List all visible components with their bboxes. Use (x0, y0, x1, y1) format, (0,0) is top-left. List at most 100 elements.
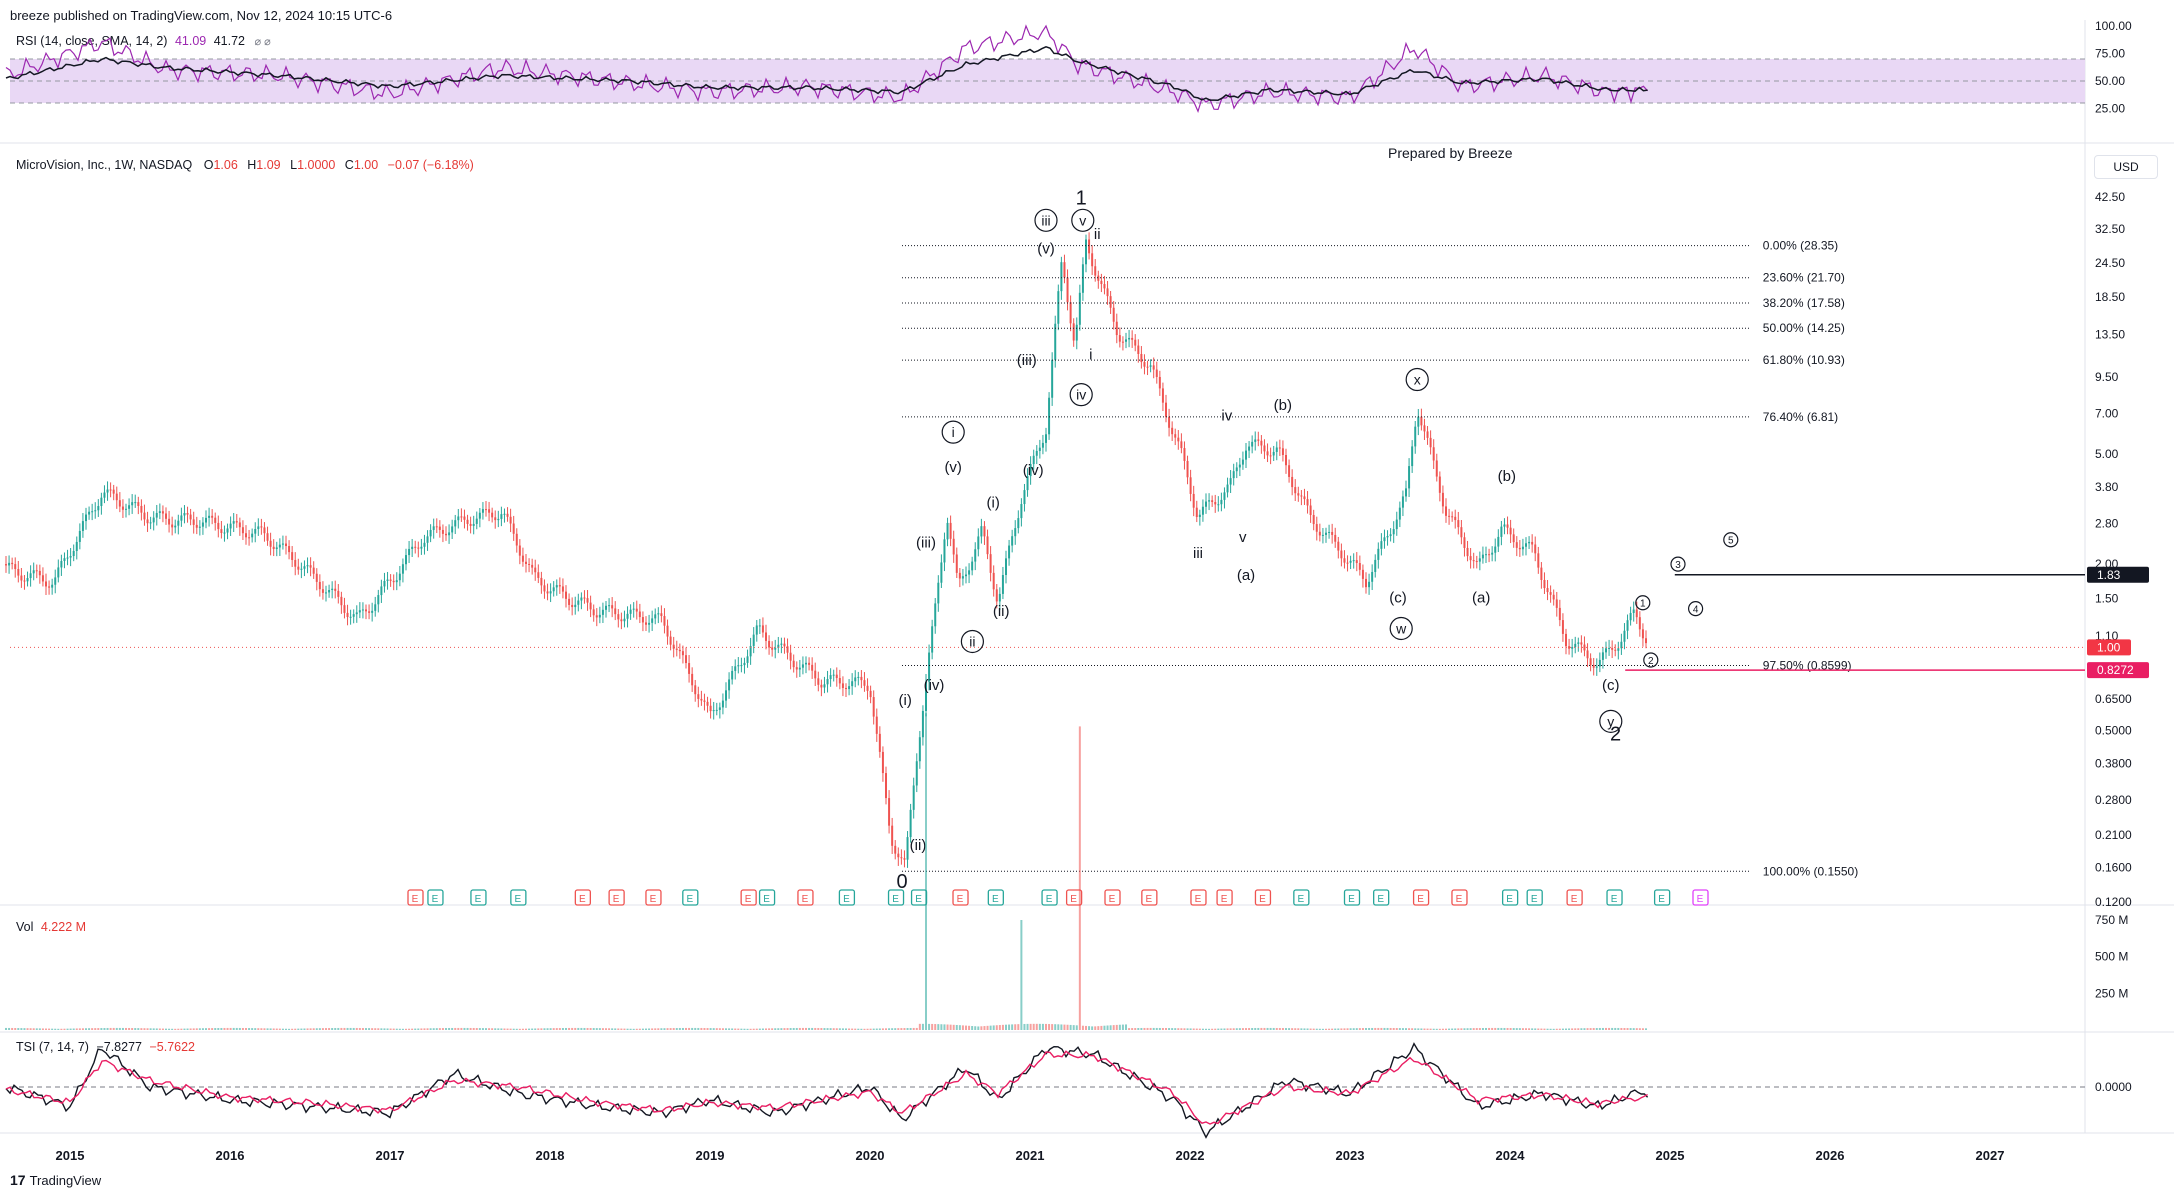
volume-bar (281, 1028, 284, 1030)
price-candle (1340, 550, 1343, 559)
price-candle (1245, 450, 1247, 460)
price-candle (272, 546, 275, 549)
volume-bar (561, 1028, 564, 1030)
price-candle (257, 526, 260, 530)
volume-bar (1475, 1028, 1478, 1030)
volume-bar (211, 1028, 214, 1030)
rsi-value: 41.09 (174, 34, 207, 48)
price-candle (1358, 563, 1361, 570)
volume-bar (1051, 1024, 1054, 1030)
price-candle (1128, 337, 1131, 340)
earnings-marker-label: E (1298, 894, 1305, 905)
wave-label-circle (960, 629, 985, 654)
open-label: O (203, 158, 214, 172)
volume-bar (303, 1028, 306, 1030)
wave-label-circle (1069, 383, 1093, 407)
currency-button[interactable]: USD (2094, 155, 2158, 179)
main-legend[interactable]: MicroVision, Inc., 1W, NASDAQ O1.06 H1.0… (16, 158, 474, 172)
rsi-tick-label: 50.00 (2095, 74, 2125, 88)
price-candle (1085, 239, 1087, 265)
volume-bar (798, 1027, 801, 1030)
volume-bar (552, 1028, 555, 1030)
volume-bar (318, 1028, 321, 1030)
volume-bar (814, 1027, 817, 1030)
wave-label: w (1395, 620, 1407, 636)
volume-bar (971, 1026, 974, 1030)
close-value: 1.00 (353, 158, 379, 172)
price-candle (755, 625, 758, 635)
price-candle (1577, 642, 1580, 644)
price-candle (1177, 437, 1180, 442)
tradingview-logo[interactable]: 17 TradingView (10, 1172, 101, 1188)
earnings-marker (1606, 889, 1623, 906)
volume-bar (1183, 1028, 1186, 1030)
volume-bar (435, 1028, 438, 1030)
price-candle (1198, 514, 1201, 518)
rsi-legend[interactable]: RSI (14, close, SMA, 14, 2) 41.09 41.72 … (16, 34, 271, 48)
earnings-marker-label: E (1221, 894, 1228, 905)
tsi-legend[interactable]: TSI (7, 14, 7) −7.8277 −5.7622 (16, 1040, 195, 1054)
volume-bar (977, 1026, 980, 1030)
volume-bar (1460, 1028, 1463, 1030)
price-candle (1048, 397, 1051, 435)
volume-bar (1281, 1028, 1284, 1030)
volume-bar (198, 1028, 201, 1030)
price-candle (878, 733, 881, 752)
wave-label-circle (1405, 367, 1429, 392)
price-candle (1115, 321, 1118, 336)
price-candle (503, 513, 506, 515)
volume-bar (835, 1028, 838, 1030)
volume-bar (1069, 1024, 1072, 1030)
price-candle (885, 773, 887, 799)
wave-label: (iii) (1017, 352, 1037, 369)
volume-bar (1435, 1028, 1438, 1030)
volume-bar (731, 1028, 734, 1030)
volume-bar (688, 1027, 691, 1030)
price-candle (1137, 345, 1140, 354)
volume-bar (54, 1028, 57, 1030)
price-candle (728, 679, 731, 691)
price-candle (961, 576, 964, 579)
price-candle (269, 540, 272, 547)
price-candle (1641, 629, 1644, 639)
volume-bar (595, 1028, 598, 1030)
volume-bar (783, 1028, 786, 1030)
volume-bar (1454, 1028, 1457, 1030)
wave-label: 3 (1675, 560, 1681, 571)
price-candle (1223, 492, 1226, 500)
price-candle (1398, 507, 1401, 520)
visibility-icon[interactable]: ⌀ ⌀ (254, 36, 271, 48)
volume-bar (11, 1027, 14, 1030)
volume-bar (1592, 1028, 1595, 1030)
volume-bar (1085, 1025, 1087, 1030)
price-candle (1481, 554, 1484, 559)
volume-bar (1072, 1025, 1075, 1030)
price-candle (1143, 362, 1146, 367)
price-candle (383, 580, 386, 587)
price-candle (651, 618, 654, 623)
price-candle (780, 643, 783, 645)
volume-bar (214, 1028, 217, 1030)
volume-bar (1294, 1028, 1297, 1030)
price-candle (469, 523, 472, 526)
earnings-marker-label: E (915, 894, 922, 905)
current-price-label: 1.00 (2097, 640, 2121, 654)
volume-bar (1392, 1028, 1395, 1030)
volume-bar (380, 1028, 383, 1030)
volume-bar (337, 1027, 340, 1030)
volume-bar (1608, 1027, 1611, 1030)
price-candle (731, 670, 734, 680)
price-candle (205, 517, 207, 523)
volume-bar (1361, 1028, 1364, 1030)
wave-label: i (952, 424, 955, 440)
volume-bar (546, 1028, 549, 1030)
price-candle (266, 533, 269, 541)
volume-bar (1091, 1026, 1094, 1030)
volume-bar (1266, 1027, 1269, 1030)
wave-label-circle (1670, 556, 1686, 572)
volume-bar (1026, 1023, 1029, 1030)
volume-bar (454, 1027, 457, 1030)
price-candle (429, 529, 432, 537)
volume-legend[interactable]: Vol 4.222 M (16, 920, 86, 934)
